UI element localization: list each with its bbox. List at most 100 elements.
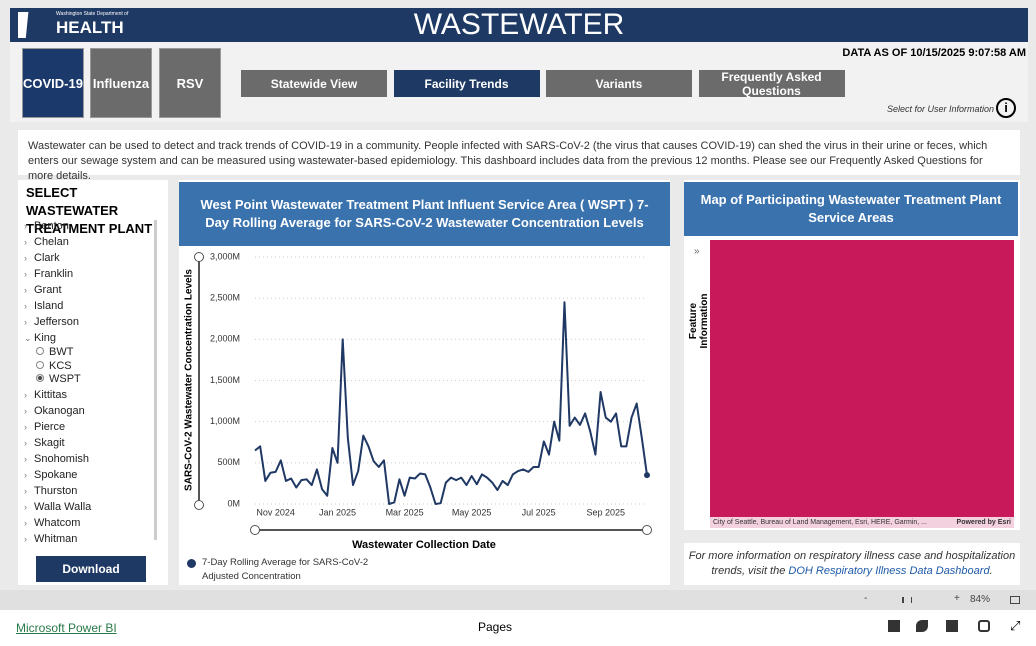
county-item[interactable]: › Island (24, 298, 154, 314)
radio[interactable] (36, 374, 44, 382)
county-name: Chelan (34, 236, 69, 248)
view-tab[interactable]: Facility Trends (393, 70, 540, 97)
y-axis-title: SARS-CoV-2 Wastewater Concentration Leve… (184, 269, 195, 491)
zoom-out[interactable]: - (864, 593, 868, 604)
expand-arrow[interactable]: › (24, 237, 27, 247)
county-item[interactable]: › Franklin (24, 266, 154, 282)
y-tick-label: 0M (227, 498, 240, 508)
expand-arrow[interactable]: › (24, 533, 27, 544)
x-tick-label: Mar 2025 (386, 507, 424, 517)
expand-arrow[interactable]: › (24, 453, 27, 464)
zoom-slider[interactable] (902, 597, 912, 603)
expand-arrow[interactable]: › (24, 501, 27, 512)
facebook-share[interactable] (888, 620, 900, 632)
disease-tab[interactable]: COVID-19 (22, 48, 84, 118)
logo: HEALTH (56, 18, 124, 37)
county-name: Skagit (34, 436, 65, 449)
y-tick-label: 1,000M (210, 416, 240, 426)
expand-arrow[interactable]: › (24, 421, 27, 432)
expand-arrow[interactable]: › (24, 317, 27, 327)
county-name: Whatcom (34, 516, 81, 529)
linkedin-share[interactable] (946, 620, 958, 632)
scrollbar (154, 220, 157, 540)
map-title: Map of Participating Wastewater Treatmen… (684, 182, 1018, 236)
county-item[interactable]: › Kittitas (24, 387, 154, 403)
y-slider-handle[interactable] (194, 252, 204, 262)
footnote-text: For more information on respiratory illn… (688, 550, 1016, 577)
y-tick-label: 2,500M (210, 293, 240, 303)
expand-arrow[interactable]: › (24, 405, 27, 416)
expand-arrow[interactable]: › (24, 469, 27, 480)
county-item[interactable]: › Whatcom (24, 515, 154, 531)
expand-arrow[interactable]: › (24, 517, 27, 528)
county-name: King (34, 332, 57, 344)
disease-tab[interactable]: RSV (159, 48, 221, 118)
county-item[interactable]: › Skagit (24, 435, 154, 451)
feature-info-label[interactable]: Feature Information (688, 293, 710, 349)
county-name: Kittitas (34, 388, 68, 401)
county-item[interactable]: › Clark (24, 250, 154, 266)
twitter-share[interactable] (916, 620, 928, 632)
county-item[interactable]: › Snohomish (24, 451, 154, 467)
plant-option[interactable]: BWT (24, 346, 154, 360)
county-item[interactable]: › Pierce (24, 419, 154, 435)
county-item[interactable]: › Chelan (24, 234, 154, 250)
county-name: Clark (34, 252, 60, 264)
fullscreen[interactable]: ⤢ (1010, 618, 1021, 633)
county-item[interactable]: › Spokane (24, 467, 154, 483)
zoom-bar: - + 84% (0, 590, 1036, 610)
pages-button[interactable]: Pages (478, 620, 513, 634)
county-item[interactable]: › Benton (24, 218, 154, 234)
x-slider-handle[interactable] (642, 525, 652, 535)
data-as-of: DATA AS OF 10/15/2025 9:07:58 AM (842, 47, 1026, 59)
expand-arrow[interactable]: › (24, 485, 27, 496)
expand-arrow[interactable]: › (24, 301, 27, 311)
expand-arrow[interactable]: › (24, 253, 27, 263)
view-tab[interactable]: Frequently Asked Questions (698, 70, 845, 98)
map-attribution: City of Seattle, Bureau of Land Manageme… (710, 517, 1014, 528)
radio[interactable] (36, 347, 44, 355)
expand-arrow[interactable]: › (24, 389, 27, 400)
footnote-link[interactable]: DOH Respiratory Illness Data Dashboard (788, 565, 990, 577)
radio[interactable] (36, 360, 44, 369)
y-slider-handle[interactable] (194, 500, 204, 510)
zoom-in[interactable]: + (954, 593, 960, 604)
x-tick-label: May 2025 (452, 507, 492, 517)
plant-option[interactable]: WSPT (24, 373, 154, 387)
county-name: Island (34, 300, 64, 312)
y-tick-label: 2,000M (210, 334, 240, 344)
county-item[interactable]: › Jefferson (24, 314, 154, 330)
disease-tab[interactable]: Influenza (90, 48, 152, 118)
share[interactable] (978, 620, 990, 632)
county-item[interactable]: › Thurston (24, 483, 154, 499)
county-item[interactable]: › Walla Walla (24, 499, 154, 515)
x-slider-handle[interactable] (250, 525, 260, 535)
chart-panel: West Point Wastewater Treatment Plant In… (179, 180, 670, 585)
expand-arrow[interactable]: › (24, 437, 27, 448)
county-item[interactable]: ⌄ King (24, 330, 154, 346)
view-tab[interactable]: Statewide View (241, 70, 387, 97)
county-name: Okanogan (34, 404, 85, 417)
fit-page[interactable] (1010, 596, 1020, 604)
expand-icon[interactable]: » (694, 246, 700, 257)
expand-arrow[interactable]: › (24, 285, 27, 295)
county-name: Whitman (34, 532, 78, 545)
view-tab[interactable]: Variants (546, 70, 692, 97)
plant-option[interactable]: KCS (24, 360, 154, 374)
county-item[interactable]: › Grant (24, 282, 154, 298)
county-name: Snohomish (34, 452, 90, 465)
chart-title: West Point Wastewater Treatment Plant In… (179, 182, 670, 246)
powerbi-link[interactable]: Microsoft Power BI (16, 621, 117, 635)
expand-arrow[interactable]: › (24, 221, 27, 231)
map-area[interactable] (710, 240, 1014, 528)
expand-arrow[interactable]: › (24, 269, 27, 279)
county-item[interactable]: › Whitman (24, 531, 154, 547)
download-button[interactable]: Download (36, 556, 146, 582)
expand-arrow[interactable]: ⌄ (24, 333, 32, 343)
info-button[interactable]: i (996, 98, 1016, 118)
county-item[interactable]: › Okanogan (24, 403, 154, 419)
county-name: Pierce (34, 420, 66, 433)
logo-small: Washington State Department of (56, 11, 129, 17)
x-tick-label: Sep 2025 (586, 507, 625, 517)
plant-name: BWT (49, 346, 74, 358)
